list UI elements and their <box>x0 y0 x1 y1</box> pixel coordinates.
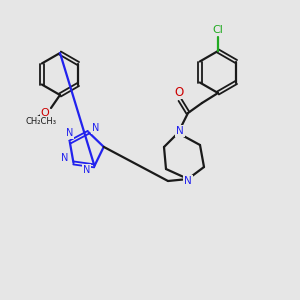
Text: N: N <box>83 165 90 175</box>
Text: N: N <box>184 176 192 186</box>
Text: Cl: Cl <box>213 25 224 35</box>
Text: O: O <box>174 85 184 98</box>
Text: N: N <box>61 153 68 163</box>
Text: N: N <box>176 126 184 136</box>
Text: O: O <box>40 108 50 118</box>
Text: N: N <box>66 128 74 138</box>
Text: N: N <box>92 123 99 133</box>
Text: CH₂CH₃: CH₂CH₃ <box>26 116 57 125</box>
